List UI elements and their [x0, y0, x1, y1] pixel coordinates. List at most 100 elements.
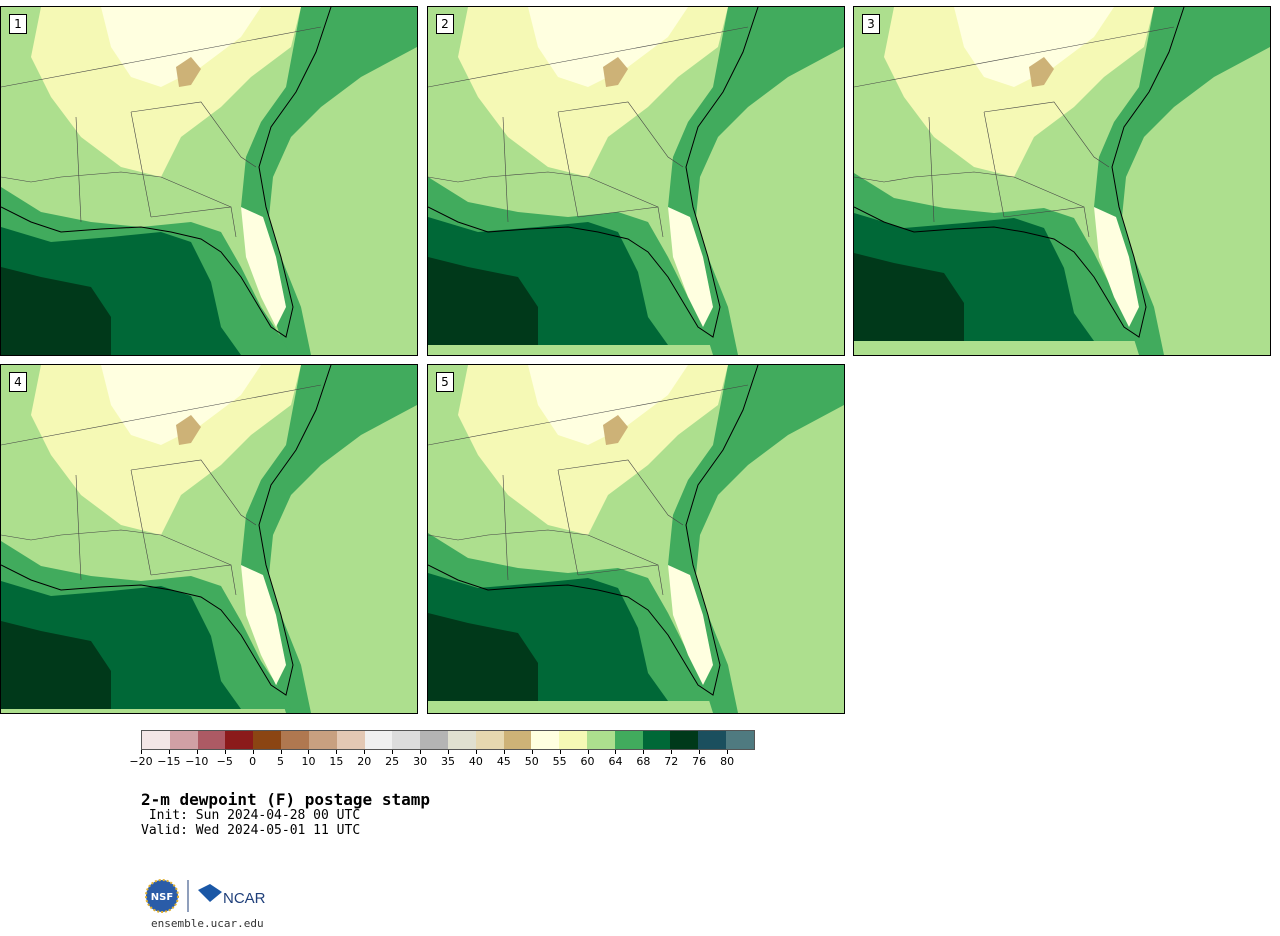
state-boundary: [428, 171, 659, 208]
mountains-pale-region: [528, 7, 688, 87]
coastline: [854, 7, 1185, 338]
state-boundary: [502, 474, 509, 581]
colorbar-swatch: [420, 731, 448, 749]
colorbar-tick-mark: [252, 750, 254, 754]
colorbar-tick-label: 80: [720, 755, 735, 768]
dewpoint-map: [1, 365, 417, 713]
colorbar-tick-label: 60: [580, 755, 595, 768]
state-boundary: [428, 529, 659, 566]
figure-title: 2-m dewpoint (F) postage stamp: [141, 790, 430, 809]
state-boundary: [150, 564, 237, 596]
colorbar-tick-mark: [308, 750, 310, 754]
coastline: [428, 7, 759, 338]
ncar-logo-icon: NCAR: [198, 884, 266, 907]
colorbar-swatch: [503, 731, 532, 749]
colorbar-swatch: [670, 731, 699, 749]
state-boundary: [1, 529, 232, 566]
coastline: [1, 7, 332, 338]
colorbar-tick-label: 55: [552, 755, 567, 768]
mountains-pale-region: [101, 365, 261, 445]
colorbar-swatch: [336, 731, 365, 749]
state-boundary: [75, 116, 82, 223]
colorbar-swatch: [642, 731, 671, 749]
colorbar-tick-mark: [420, 750, 422, 754]
colorbar-tick-mark: [615, 750, 617, 754]
valid-time: Valid: Wed 2024-05-01 11 UTC: [141, 823, 361, 838]
colorbar-tick-mark: [280, 750, 282, 754]
mountains-pale-region: [101, 7, 261, 87]
mountains-tan-region: [603, 415, 628, 445]
colorbar-tick-label: 30: [413, 755, 428, 768]
upland-pale-region: [458, 365, 728, 535]
state-boundary: [1, 171, 232, 208]
coastal-band-region: [668, 365, 844, 713]
colorbar-tick-label: 68: [636, 755, 651, 768]
colorbar-tick-mark: [168, 750, 170, 754]
florida-pale-region: [1094, 207, 1139, 327]
colorbar-tick-mark: [559, 750, 561, 754]
panel-number: 2: [436, 14, 454, 34]
map-panel-2: 2: [427, 6, 845, 356]
colorbar-swatch: [169, 731, 198, 749]
panel-number: 4: [9, 372, 27, 392]
colorbar-tick-label: −5: [216, 755, 233, 768]
state-boundary: [577, 564, 664, 596]
state-boundary: [557, 459, 684, 526]
florida-pale-region: [241, 207, 286, 327]
colorbar-tick-label: 20: [357, 755, 372, 768]
panel-number: 3: [862, 14, 880, 34]
colorbar-tick-mark: [531, 750, 533, 754]
state-boundary: [854, 171, 1085, 208]
colorbar-swatch: [559, 731, 587, 749]
website-url: ensemble.ucar.edu: [151, 917, 264, 930]
colorbar-tick-mark: [587, 750, 589, 754]
mountains-pale-region: [528, 365, 688, 445]
colorbar-tick-label: −15: [157, 755, 181, 768]
state-boundary: [130, 101, 257, 168]
gulf-deep-region: [1, 267, 111, 355]
colorbar-swatch: [475, 731, 504, 749]
mountains-tan-region: [176, 415, 201, 445]
florida-pale-region: [241, 565, 286, 685]
upland-pale-region: [884, 7, 1154, 177]
coastal-band-region: [1094, 7, 1270, 355]
panel-number: 1: [9, 14, 27, 34]
colorbar-swatch: [142, 731, 170, 749]
colorbar-tick-label: 76: [692, 755, 707, 768]
colorbar-swatch: [587, 731, 615, 749]
colorbar-tick-mark: [224, 750, 226, 754]
colorbar-tick-mark: [475, 750, 477, 754]
colorbar-swatch: [253, 731, 282, 749]
mountains-tan-region: [176, 57, 201, 87]
colorbar-tick-label: 72: [664, 755, 679, 768]
colorbar-tick-label: 5: [277, 755, 285, 768]
state-boundary: [557, 101, 684, 168]
colorbar-tick-label: 45: [496, 755, 511, 768]
state-boundary: [577, 206, 664, 238]
gulf-deep-region: [428, 257, 538, 345]
state-boundary: [1, 384, 322, 446]
svg-text:NCAR: NCAR: [223, 890, 266, 907]
colorbar-swatch: [308, 731, 337, 749]
coastline: [1, 365, 332, 696]
colorbar-swatch: [364, 731, 393, 749]
state-boundary: [428, 26, 749, 88]
colorbar-tick-mark: [336, 750, 338, 754]
state-boundary: [1003, 206, 1090, 238]
colorbar-tick-mark: [141, 750, 142, 754]
upland-pale-region: [31, 365, 301, 535]
colorbar-ticks: −20 −15 −10 −5 0 5 10 15 20 25 30 35 40 45 50 55 60 64 68 7…: [129, 750, 755, 771]
nsf-logo-icon: NSF: [145, 879, 179, 913]
coastal-band-region: [241, 365, 417, 713]
state-boundary: [75, 474, 82, 581]
colorbar-swatch: [726, 731, 754, 749]
coastal-band-region: [241, 7, 417, 355]
colorbar-tick-mark: [448, 750, 449, 754]
state-boundary: [983, 111, 1005, 218]
svg-text:NSF: NSF: [151, 892, 173, 903]
map-panel-4: 4: [0, 364, 418, 714]
colorbar-swatch: [225, 731, 254, 749]
state-boundary: [983, 101, 1110, 168]
colorbar-swatch: [197, 731, 226, 749]
colorbar-tick-label: 15: [329, 755, 344, 768]
